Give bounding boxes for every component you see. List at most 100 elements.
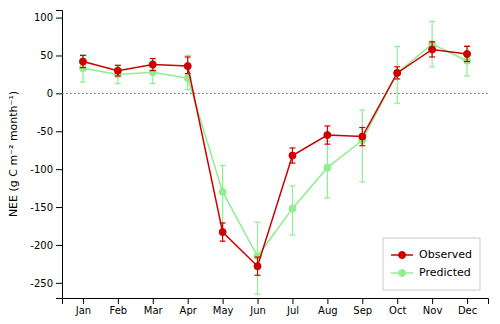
error-bar-cap — [429, 66, 435, 67]
y-tick: 100 — [34, 12, 62, 23]
x-tick-mark — [153, 298, 154, 304]
legend-label: Predicted — [419, 266, 471, 279]
error-bar-cap — [464, 75, 470, 76]
point — [219, 188, 226, 195]
point — [394, 69, 401, 76]
error-bar-stem — [432, 21, 433, 66]
error-bar-cap — [185, 55, 191, 56]
x-tick: Sep — [353, 298, 372, 316]
y-tick-mark — [56, 245, 62, 246]
error-bar — [429, 42, 435, 57]
point — [289, 205, 296, 212]
error-bar-cap — [359, 127, 365, 128]
x-tick: Mar — [144, 298, 164, 316]
point — [324, 132, 331, 139]
x-tick-label: Aug — [318, 305, 338, 316]
error-bar-cap — [150, 58, 156, 59]
error-bar-cap — [464, 46, 470, 47]
y-tick: -200 — [30, 240, 62, 251]
point — [184, 63, 191, 70]
error-bar-cap — [289, 147, 295, 148]
error-bar — [185, 57, 191, 74]
error-bar-cap — [115, 75, 121, 76]
x-tick-label: Oct — [389, 305, 406, 316]
x-tick-mark — [397, 298, 398, 304]
error-bar-cap — [80, 54, 86, 55]
y-tick-label: -200 — [30, 240, 53, 251]
y-axis-title: NEE (g C m⁻² month⁻¹) — [7, 91, 20, 217]
error-bar — [359, 110, 365, 182]
point — [114, 67, 121, 74]
y-tick-label: 100 — [34, 12, 53, 23]
error-bar-cap — [429, 56, 435, 57]
x-tick-label: Mar — [144, 305, 164, 316]
x-tick: Aug — [318, 298, 338, 316]
x-tick-mark — [362, 298, 363, 304]
x-tick: Oct — [389, 298, 406, 316]
series-line — [83, 49, 467, 266]
error-bar-cap — [324, 125, 330, 126]
x-tick-mark — [432, 298, 433, 304]
point — [289, 152, 296, 159]
error-bar-cap — [220, 165, 226, 166]
y-tick-mark — [56, 131, 62, 132]
y-tick-label: -250 — [30, 278, 53, 289]
error-bar — [324, 141, 330, 198]
point — [429, 46, 436, 53]
error-bar-cap — [359, 181, 365, 182]
x-tick: Jan — [75, 298, 91, 316]
error-bar — [394, 46, 400, 103]
error-bar — [464, 46, 470, 61]
y-tick-label: -50 — [37, 126, 53, 137]
x-tick: Apr — [180, 298, 198, 316]
y-tick-mark — [56, 169, 62, 170]
plot-area — [62, 21, 488, 294]
x-tick-mark — [467, 298, 468, 304]
error-bar-cap — [394, 78, 400, 79]
legend-marker — [399, 270, 406, 277]
y-tick: -150 — [30, 202, 62, 213]
point — [464, 50, 471, 57]
y-tick-label: -150 — [30, 202, 53, 213]
y-tick: -50 — [37, 126, 62, 137]
chart: -250-200-150-100-50050100JanFebMarAprMay… — [0, 0, 500, 324]
error-bar — [150, 61, 156, 84]
error-bar-stem — [187, 55, 188, 89]
legend: Observed Predicted — [383, 238, 480, 290]
point — [359, 133, 366, 140]
error-bar-cap — [115, 65, 121, 66]
x-tick: Dec — [458, 298, 477, 316]
error-bar — [150, 59, 156, 71]
error-bar-cap — [429, 21, 435, 22]
error-bar — [80, 55, 86, 67]
point — [149, 61, 156, 68]
error-bar-cap — [464, 61, 470, 62]
x-tick-mark — [292, 298, 293, 304]
y-tick-mark — [56, 93, 62, 94]
legend-item: Observed — [391, 248, 472, 261]
error-bar-cap — [185, 56, 191, 57]
error-bar-cap — [255, 222, 261, 223]
y-tick: -250 — [30, 278, 62, 289]
x-tick-mark — [83, 298, 84, 304]
legend-box — [383, 238, 480, 290]
x-tick-label: Jul — [286, 305, 299, 316]
error-bar-cap — [394, 66, 400, 67]
error-bar-cap — [255, 275, 261, 276]
error-bar-cap — [115, 65, 121, 66]
y-tick-mark — [56, 283, 62, 284]
y-tick: -100 — [30, 164, 62, 175]
x-tick-mark — [327, 298, 328, 304]
error-bar-cap — [464, 45, 470, 46]
error-bar — [464, 46, 470, 76]
x-tick-label: Sep — [353, 305, 372, 316]
x-tick-mark — [223, 298, 224, 304]
series-line — [83, 44, 467, 256]
error-bar — [359, 127, 365, 145]
x-tick-label: Dec — [458, 305, 477, 316]
x-axis: JanFebMarAprMayJunJulAugSepOctNovDec — [63, 298, 489, 316]
x-tick: Nov — [423, 298, 443, 316]
point — [254, 263, 261, 270]
y-tick: 50 — [40, 50, 62, 61]
error-bar — [429, 21, 435, 66]
